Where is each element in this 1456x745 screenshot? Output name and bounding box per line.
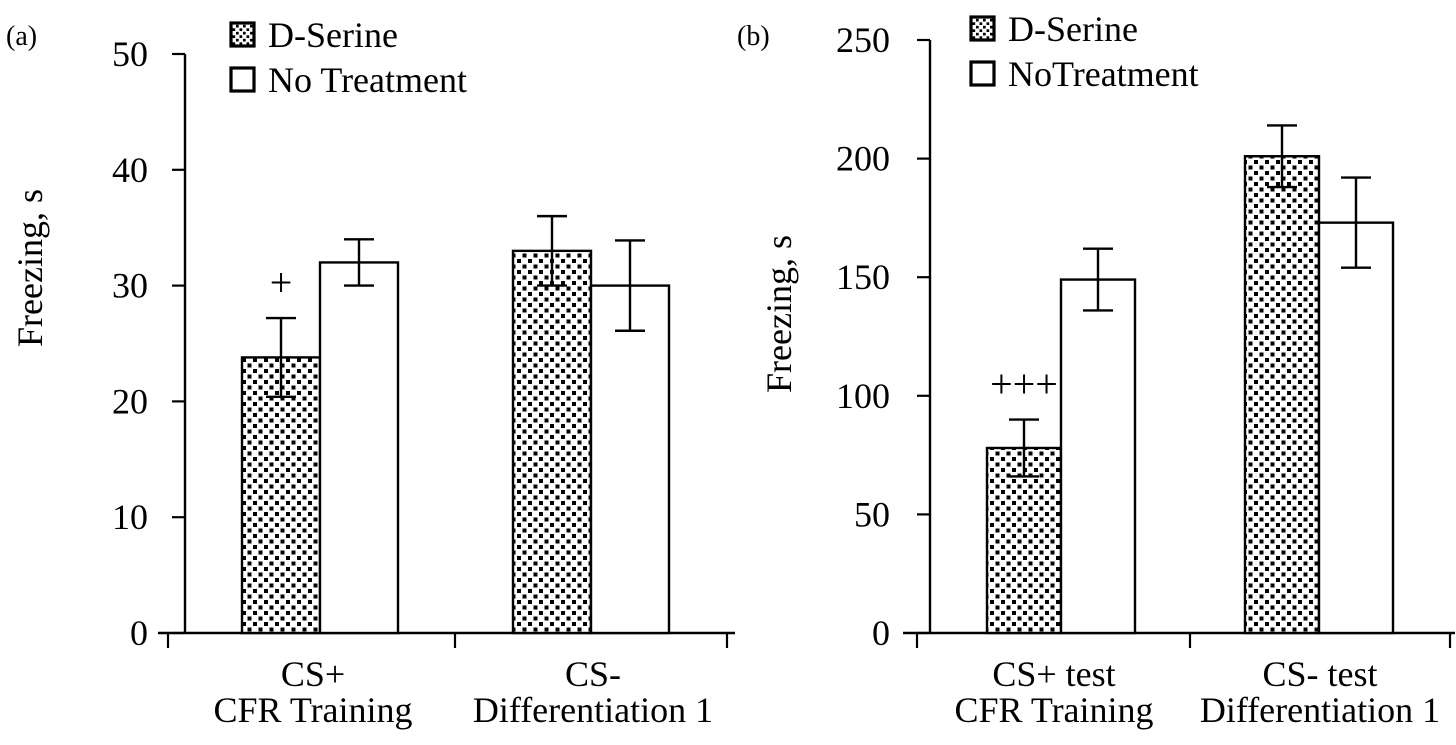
white-swatch-icon [969, 60, 996, 87]
y-tick-label: 0 [872, 613, 890, 653]
y-tick-label: 50 [112, 34, 148, 74]
hatched-swatch-icon [969, 15, 996, 42]
legend-item-no-treatment: No Treatment [229, 57, 467, 102]
panel-a-label: (a) [6, 21, 38, 52]
y-tick-label: 100 [836, 376, 890, 416]
legend-item-no-treatment: NoTreatment [969, 51, 1199, 96]
x-category-label: Differentiation 1 [473, 690, 713, 730]
legend-b: D-Serine NoTreatment [969, 6, 1199, 96]
bar-d-serine [511, 249, 593, 635]
x-category-label: CFR Training [954, 690, 1153, 730]
legend-label: D-Serine [268, 14, 398, 55]
x-category-label: Differentiation 1 [1200, 690, 1440, 730]
legend-label: D-Serine [1008, 8, 1138, 49]
y-tick-label: 250 [836, 20, 890, 60]
y-tick-label: 200 [836, 139, 890, 179]
y-tick-label: 20 [112, 381, 148, 421]
legend-label: No Treatment [268, 59, 468, 100]
significance-marker: +++ [990, 362, 1058, 407]
x-category-label: CFR Training [213, 690, 412, 730]
white-swatch-icon [229, 66, 256, 93]
y-axis-title: Freezing, s [759, 235, 799, 393]
y-tick-label: 30 [112, 266, 148, 306]
legend-item-d-serine: D-Serine [969, 6, 1199, 51]
plot-panel-a: 0 10 20 30 40 50 + CS+CFR Training CS-Differenti… [10, 34, 735, 730]
y-tick-label: 0 [130, 613, 148, 653]
legend-item-d-serine: D-Serine [229, 12, 467, 57]
bar-notreatment [1317, 221, 1395, 635]
bar-no-treatment [589, 284, 671, 635]
bar-d-serine [240, 356, 322, 635]
y-axis-title: Freezing, s [10, 189, 50, 347]
hatched-swatch-icon [229, 21, 256, 48]
x-category-label: CS+ [281, 654, 345, 694]
legend-a: D-Serine No Treatment [229, 12, 467, 102]
bar-no-treatment [318, 261, 400, 635]
x-category-label: CS+ test [992, 654, 1115, 694]
significance-marker: + [270, 260, 293, 305]
legend-label: NoTreatment [1008, 53, 1199, 94]
y-tick-label: 50 [854, 494, 890, 534]
bar-notreatment [1059, 278, 1137, 635]
y-tick-label: 40 [112, 150, 148, 190]
y-tick-label: 10 [112, 497, 148, 537]
x-category-label: CS- [565, 654, 621, 694]
y-tick-label: 150 [836, 257, 890, 297]
x-category-label: CS- test [1262, 654, 1377, 694]
bar-d-serine [1243, 155, 1321, 635]
panel-b-label: (b) [737, 21, 770, 52]
